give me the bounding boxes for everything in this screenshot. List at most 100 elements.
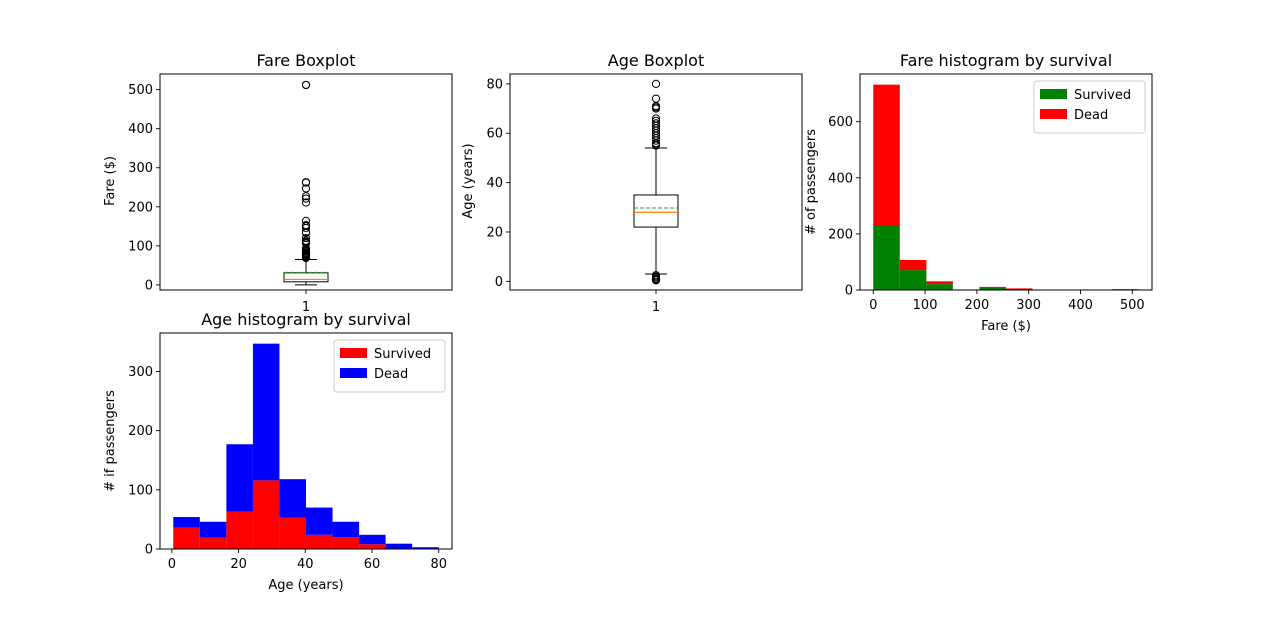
fare-boxplot-y-tick-label: 400 xyxy=(128,122,153,137)
fare-boxplot-y-tick-label: 500 xyxy=(128,83,153,98)
age-boxplot-outlier xyxy=(651,119,661,128)
fare-histogram-bar-dead xyxy=(873,84,900,226)
age-boxplot-y-tick-label: 40 xyxy=(486,176,503,191)
fare-histogram-y-tick-label: 600 xyxy=(828,115,853,130)
fare-histogram-y-tick-label: 0 xyxy=(845,284,853,299)
age-histogram-bar-dead xyxy=(332,521,360,538)
age-histogram-bar-dead xyxy=(199,521,227,538)
age-histogram-y-tick-label: 100 xyxy=(128,483,153,498)
age-histogram-x-tick-label: 80 xyxy=(430,557,447,572)
age-histogram-y-tick-label: 300 xyxy=(128,365,153,380)
fare-boxplot-y-tick-label: 300 xyxy=(128,161,153,176)
fare-histogram-x-tick-label: 0 xyxy=(869,298,877,313)
fare-histogram-legend: Survived Dead xyxy=(1033,80,1146,134)
age-histogram-bar-survived xyxy=(332,537,360,549)
age-histogram-bar-dead xyxy=(252,343,280,481)
fare-histogram-x-tick-label: 500 xyxy=(1120,298,1145,313)
fare-boxplot-title: Fare Boxplot xyxy=(256,51,355,70)
fare-boxplot-outlier xyxy=(301,194,311,203)
fare-histogram-bar-dead xyxy=(899,259,927,271)
fare-histogram-legend-swatch-dead xyxy=(1040,109,1067,119)
fare-boxplot-panel: Fare Boxplot Fare ($) 1 0 100 200 300 400 500 xyxy=(103,51,453,315)
age-histogram-bar-survived xyxy=(279,517,306,549)
fare-histogram-title: Fare histogram by survival xyxy=(900,51,1112,70)
fare-histogram-bar-dead xyxy=(926,281,953,285)
fare-histogram-bar-survived xyxy=(873,225,900,290)
age-boxplot-outlier xyxy=(651,116,661,126)
age-boxplot-y-tick-label: 80 xyxy=(486,77,503,92)
fare-boxplot-outlier xyxy=(301,178,311,187)
age-boxplot-y-tick-label: 0 xyxy=(495,275,503,290)
fare-boxplot-outlier xyxy=(301,233,311,243)
age-boxplot-outlier xyxy=(651,79,661,88)
fare-boxplot-box xyxy=(283,272,329,283)
fare-histogram-x-axis-label: Fare ($) xyxy=(981,319,1031,334)
age-histogram-legend-label-dead: Dead xyxy=(374,367,408,382)
age-boxplot-outlier xyxy=(651,114,661,123)
age-histogram-bar-dead xyxy=(173,517,200,528)
age-histogram-bar-survived xyxy=(173,527,200,549)
age-histogram-panel: Age histogram by survival # if passenger… xyxy=(103,310,453,593)
fare-histogram-bar-dead xyxy=(1006,288,1033,289)
fare-boxplot-outlier xyxy=(301,198,311,207)
fare-boxplot-outlier xyxy=(301,192,311,201)
fare-histogram-bar-survived xyxy=(1006,288,1033,290)
age-histogram-x-tick-label: 40 xyxy=(297,557,314,572)
age-histogram-x-tick-label: 20 xyxy=(230,557,247,572)
fare-histogram-y-tick-label: 200 xyxy=(828,227,853,242)
age-histogram-bar-survived xyxy=(226,511,253,549)
age-histogram-bar-survived xyxy=(252,480,280,549)
age-histogram-x-tick-label: 60 xyxy=(364,557,381,572)
age-histogram-title: Age histogram by survival xyxy=(201,310,411,329)
age-boxplot-y-axis-label: Age (years) xyxy=(461,143,476,218)
fare-histogram-x-tick-label: 300 xyxy=(1016,298,1041,313)
fare-histogram-bar-survived xyxy=(926,284,953,290)
age-histogram-y-axis-label: # if passengers xyxy=(103,390,118,492)
fare-boxplot-outlier xyxy=(301,244,311,253)
age-histogram-bar-dead xyxy=(412,547,439,549)
fare-boxplot-y-axis-label: Fare ($) xyxy=(103,156,118,206)
fare-boxplot-y-tick-label: 100 xyxy=(128,239,153,254)
fare-histogram-panel: Fare histogram by survival # of passenge… xyxy=(804,51,1153,334)
age-histogram-legend-swatch-survived xyxy=(340,348,367,358)
fare-boxplot-y-tick-label: 200 xyxy=(128,200,153,215)
fare-histogram-x-tick-label: 400 xyxy=(1068,298,1093,313)
age-histogram-y-tick-label: 0 xyxy=(145,543,153,558)
fare-boxplot-outlier xyxy=(301,80,311,90)
age-boxplot-x-tick-label: 1 xyxy=(652,300,660,315)
age-histogram-legend: Survived Dead xyxy=(333,339,446,393)
age-boxplot-outlier xyxy=(651,94,661,103)
fare-histogram-legend-label-dead: Dead xyxy=(1074,108,1108,123)
age-boxplot-title: Age Boxplot xyxy=(608,51,704,70)
age-histogram-legend-label-survived: Survived xyxy=(374,347,431,362)
fare-histogram-bar-dead xyxy=(979,286,1006,288)
fare-boxplot-y-tick-label: 0 xyxy=(145,278,153,293)
fare-histogram-x-tick-label: 100 xyxy=(913,298,938,313)
fare-histogram-x-tick-label: 200 xyxy=(964,298,989,313)
age-boxplot-panel: Age Boxplot Age (years) 1 0 20 40 60 80 xyxy=(461,51,803,315)
fare-boxplot-axes-frame xyxy=(159,73,453,291)
age-boxplot-y-tick-label: 20 xyxy=(486,225,503,240)
age-boxplot-y-tick-label: 60 xyxy=(486,127,503,142)
fare-boxplot-outlier xyxy=(301,221,311,230)
age-histogram-axes-frame xyxy=(159,332,453,550)
fare-histogram-legend-swatch-survived xyxy=(1040,89,1067,99)
age-histogram-bar-dead xyxy=(226,444,253,512)
age-histogram-bar-dead xyxy=(359,534,386,545)
age-histogram-bar-survived xyxy=(359,544,386,549)
age-boxplot-axes-frame xyxy=(509,73,803,291)
fare-histogram-legend-label-survived: Survived xyxy=(1074,88,1131,103)
age-histogram-x-tick-label: 0 xyxy=(168,557,176,572)
age-boxplot-outlier xyxy=(651,271,661,280)
fare-boxplot-outlier xyxy=(301,236,311,245)
age-histogram-legend-swatch-dead xyxy=(340,368,367,378)
age-histogram-bar-survived xyxy=(306,534,333,549)
age-histogram-bar-dead xyxy=(306,507,333,535)
fare-histogram-bar-survived xyxy=(979,287,1006,290)
fare-histogram-axes-frame xyxy=(859,73,1153,291)
fare-boxplot-x-tick-label: 1 xyxy=(302,300,310,315)
age-histogram-x-axis-label: Age (years) xyxy=(268,578,343,593)
age-histogram-bar-dead xyxy=(385,543,413,549)
fare-histogram-bar-survived xyxy=(899,270,927,290)
